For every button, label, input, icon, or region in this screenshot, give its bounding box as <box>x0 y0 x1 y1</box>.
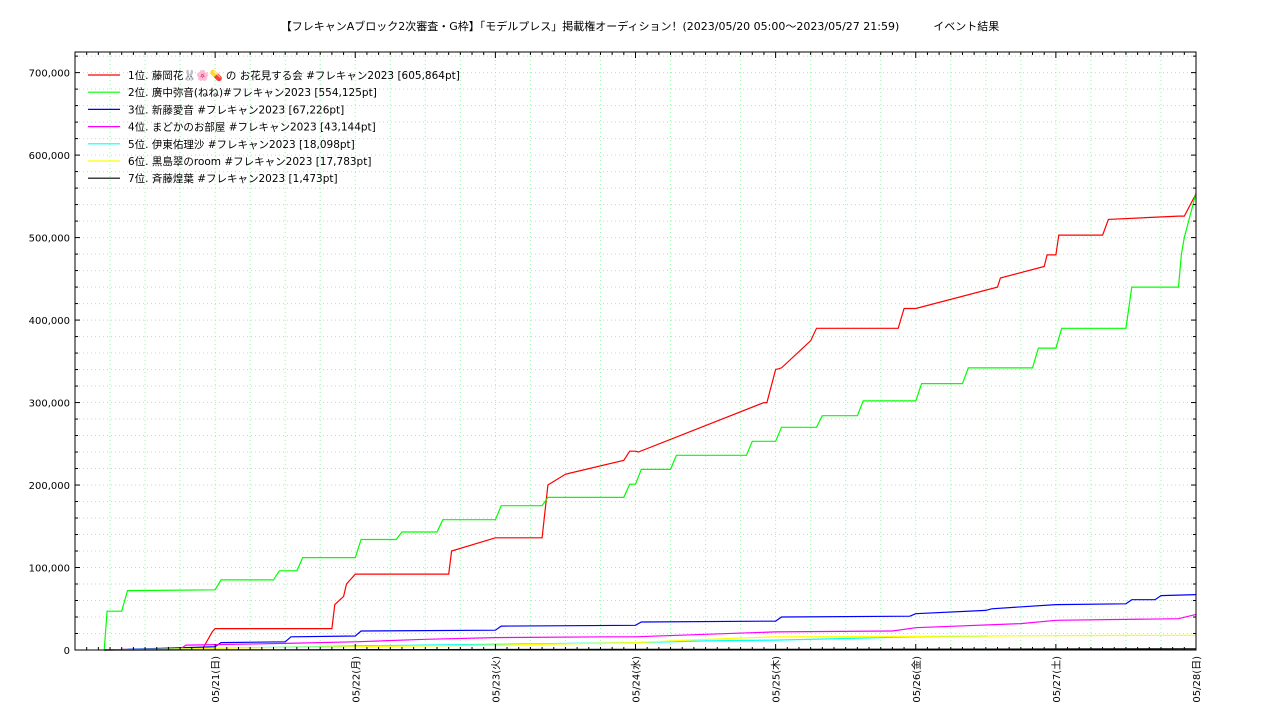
y-tick-label: 600,000 <box>29 151 70 162</box>
grid <box>75 52 1196 650</box>
y-tick-label: 500,000 <box>29 234 70 245</box>
legend-label-3: 3位. 新藤愛音 #フレキャン2023 [67,226pt] <box>128 103 344 116</box>
series-line-5 <box>104 635 986 651</box>
x-tick-label: 05/24(水) <box>631 656 643 703</box>
x-tick-label: 05/27(土) <box>1050 656 1063 703</box>
series-line-3 <box>104 594 1197 651</box>
legend-label-4: 4位. まどかのお部屋 #フレキャン2023 [43,144pt] <box>128 121 376 134</box>
series-line-4 <box>104 613 1197 651</box>
x-tick-label: 05/22(月) <box>350 656 362 703</box>
x-tick-label: 05/26(金) <box>910 656 923 703</box>
x-tick-label: 05/28(日) <box>1192 656 1203 703</box>
series-line-6 <box>104 634 1197 651</box>
y-axis: 0 100,000 200,000 300,000 400,000 500,000 600,… <box>29 55 1196 657</box>
series-lines <box>103 192 1197 651</box>
series-line-2 <box>103 192 1197 651</box>
legend-label-5: 5位. 伊東佑理沙 #フレキャン2023 [18,098pt] <box>128 138 355 151</box>
legend-label-6: 6位. 黒島翠のroom #フレキャン2023 [17,783pt] <box>128 155 371 168</box>
y-tick-label: 100,000 <box>29 564 70 575</box>
legend-label-7: 7位. 斉藤煌葉 #フレキャン2023 [1,473pt] <box>128 172 338 185</box>
y-tick-label: 400,000 <box>29 316 70 327</box>
series-line-1 <box>104 193 1197 651</box>
chart-title-text: 【フレキャンAブロック2次審査・G枠】「モデルプレス」掲載権オーディション！(2… <box>280 20 900 33</box>
x-axis: 05/21(日) 05/22(月) 05/23(火) 05/24(水) 05/25(木)… <box>86 52 1203 703</box>
legend-label-2: 2位. 廣中弥音(ねね)#フレキャン2023 [554,125pt] <box>128 86 377 99</box>
y-tick-label: 200,000 <box>29 481 70 492</box>
x-tick-label: 05/21(日) <box>211 656 222 703</box>
y-tick-label: 0 <box>64 646 70 657</box>
chart-title: 【フレキャンAブロック2次審査・G枠】「モデルプレス」掲載権オーディション！(2… <box>0 18 1280 34</box>
legend-label-1: 1位. 藤岡花🐰🌸💊 の お花見する会 #フレキャン2023 [605,864p… <box>128 69 460 82</box>
x-tick-label: 05/25(木) <box>771 656 783 703</box>
y-tick-label: 300,000 <box>29 399 70 410</box>
legend: 1位. 藤岡花🐰🌸💊 の お花見する会 #フレキャン2023 [605,864p… <box>88 69 460 185</box>
y-tick-label: 700,000 <box>29 69 70 80</box>
chart-subtitle: イベント結果 <box>933 20 1000 33</box>
x-tick-label: 05/23(火) <box>490 656 502 703</box>
